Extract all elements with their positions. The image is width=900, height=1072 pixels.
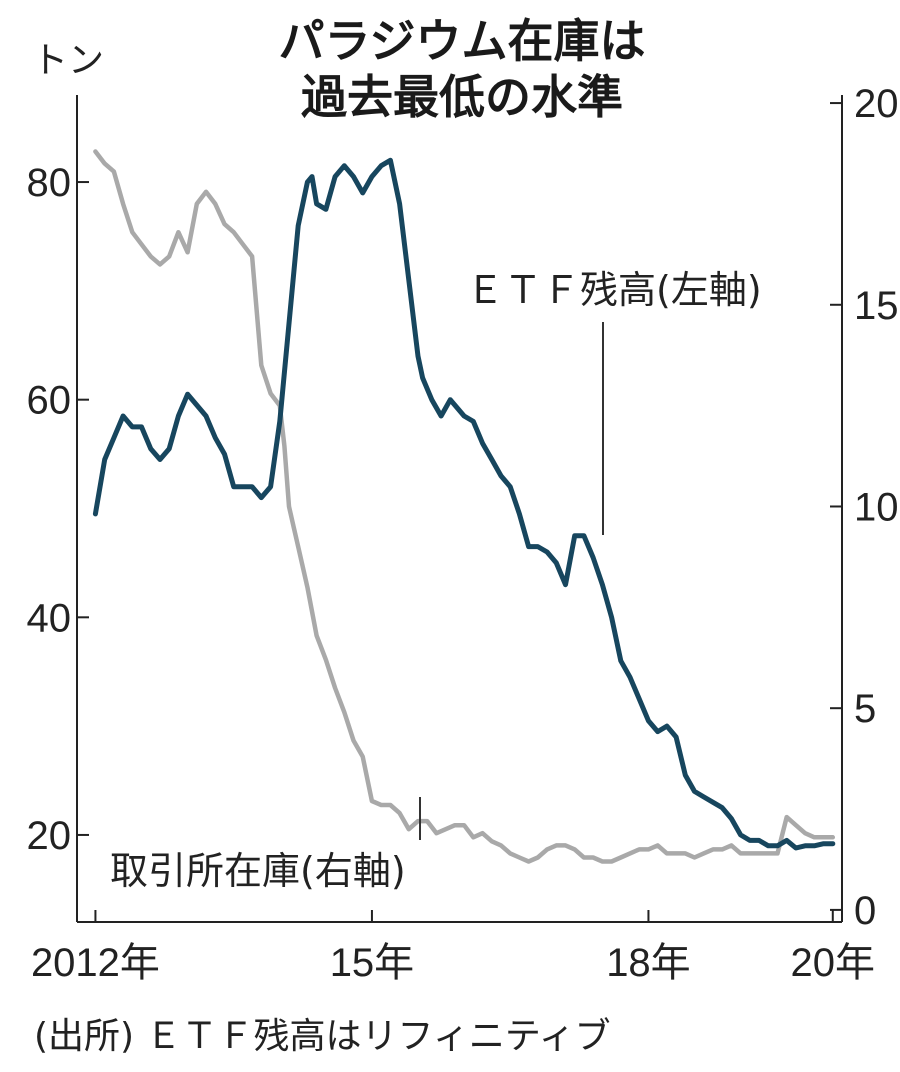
left-tick-label: 20	[27, 814, 72, 858]
series-layer	[92, 149, 836, 864]
x-tick-label: 18年	[606, 941, 691, 985]
right-tick-label: 5	[854, 687, 876, 731]
x-tick-label: 15年	[330, 941, 415, 985]
axes	[76, 95, 843, 923]
x-tick-label: 20年	[791, 941, 876, 985]
ticks: 80 60 40 20 20 15 10 5 0 2012年 15年 18年 20年	[27, 82, 899, 985]
source-note: (出所) ＥＴＦ残高はリフィニティブ	[34, 1016, 611, 1057]
right-tick-label: 15	[854, 284, 899, 328]
exchange-series-label: 取引所在庫(右軸)	[110, 849, 406, 893]
left-tick-label: 40	[27, 596, 72, 640]
right-tick-label: 0	[854, 889, 876, 933]
left-tick-label: 60	[27, 379, 72, 423]
etf-balance-line	[92, 157, 836, 851]
right-tick-label: 20	[854, 82, 899, 126]
left-tick-label: 80	[27, 161, 72, 205]
x-tick-label: 2012年	[31, 941, 160, 985]
exchange-inventory-line	[93, 149, 836, 864]
chart-title-line-2: 過去最低の水準	[301, 70, 623, 124]
right-tick-label: 10	[854, 485, 899, 529]
left-axis-unit: トン	[32, 40, 104, 81]
etf-series-label: ＥＴＦ残高(左軸)	[466, 268, 762, 312]
chart-title-line-1: パラジウム在庫は	[278, 14, 645, 68]
